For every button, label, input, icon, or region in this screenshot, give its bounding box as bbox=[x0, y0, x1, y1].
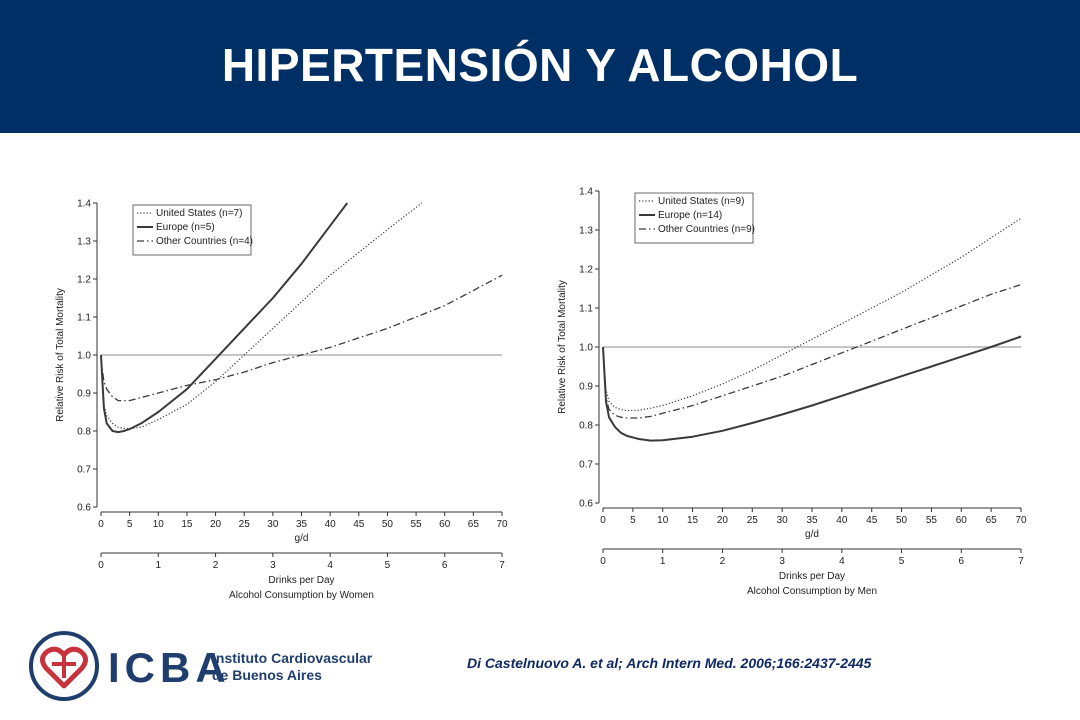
y-tick-label: 0.8 bbox=[77, 427, 91, 438]
y-tick-label: 0.6 bbox=[77, 503, 91, 514]
drinks-tick-label: 5 bbox=[385, 560, 391, 571]
drinks-tick-label: 4 bbox=[839, 556, 845, 567]
x-tick-label: 5 bbox=[630, 515, 636, 526]
y-tick-label: 1.0 bbox=[579, 343, 593, 354]
series-line bbox=[100, 202, 349, 434]
drinks-tick-label: 0 bbox=[98, 560, 104, 571]
y-tick-label: 1.2 bbox=[77, 275, 91, 286]
title-banner: HIPERTENSIÓN Y ALCOHOL bbox=[0, 0, 1080, 133]
legend-box bbox=[634, 192, 754, 244]
x-tick-label: 30 bbox=[777, 515, 789, 526]
series-line bbox=[602, 335, 1022, 442]
y-tick-label: 0.7 bbox=[579, 460, 593, 471]
x-tick-label: 45 bbox=[866, 515, 878, 526]
x-tick-label: 15 bbox=[687, 515, 699, 526]
legend-label: Europe (n=14) bbox=[658, 210, 722, 221]
icba-logo: ICBA Instituto Cardiovascular de Buenos … bbox=[28, 630, 388, 704]
x-tick-label: 20 bbox=[717, 515, 729, 526]
series-line bbox=[602, 217, 1022, 412]
x-tick-label: 40 bbox=[325, 519, 337, 530]
y-tick-label: 1.3 bbox=[77, 237, 91, 248]
x-tick-label: 60 bbox=[439, 519, 451, 530]
women-mortality-chart: 0.6 0.7 0.8 0.9 1.0 1.1 1.2 1.3 1.4 Relative Risk… bbox=[55, 199, 508, 602]
x-tick-label: 55 bbox=[926, 515, 938, 526]
x-tick-label: 10 bbox=[153, 519, 165, 530]
heart-emblem-icon bbox=[29, 631, 99, 701]
x-tick-label: 35 bbox=[296, 519, 308, 530]
x-axis-label: g/d bbox=[295, 533, 309, 544]
men-mortality-chart: 0.6 0.7 0.8 0.9 1.0 1.1 1.2 1.3 1.4 Relative Risk… bbox=[557, 187, 1027, 598]
x-tick-label: 65 bbox=[468, 519, 480, 530]
drinks-tick-label: 3 bbox=[270, 560, 276, 571]
x-tick-label: 15 bbox=[181, 519, 193, 530]
x-tick-label: 60 bbox=[956, 515, 968, 526]
x-tick-label: 0 bbox=[98, 519, 104, 530]
series-line bbox=[100, 274, 503, 402]
x-tick-label: 25 bbox=[239, 519, 251, 530]
x-tick-label: 50 bbox=[896, 515, 908, 526]
legend-label: Other Countries (n=4) bbox=[156, 236, 253, 247]
series-line bbox=[602, 283, 1022, 419]
y-tick-label: 0.9 bbox=[579, 382, 593, 393]
legend-label: Other Countries (n=9) bbox=[658, 224, 755, 235]
drinks-tick-label: 3 bbox=[779, 556, 785, 567]
drinks-tick-label: 6 bbox=[442, 560, 448, 571]
legend-box bbox=[132, 204, 252, 256]
x-axis-label: g/d bbox=[805, 529, 819, 540]
y-tick-label: 0.7 bbox=[77, 465, 91, 476]
drinks-tick-label: 7 bbox=[499, 560, 505, 571]
drinks-tick-label: 2 bbox=[213, 560, 219, 571]
x-tick-label: 45 bbox=[353, 519, 365, 530]
x-tick-label: 10 bbox=[657, 515, 669, 526]
legend-label: United States (n=9) bbox=[658, 196, 744, 207]
y-tick-label: 0.8 bbox=[579, 421, 593, 432]
x-tick-label: 55 bbox=[411, 519, 423, 530]
chart-caption: Alcohol Consumption by Men bbox=[747, 586, 877, 597]
x-tick-label: 0 bbox=[600, 515, 606, 526]
logo-name-line1: Instituto Cardiovascular bbox=[212, 650, 373, 666]
legend-label: Europe (n=5) bbox=[156, 222, 215, 233]
y-tick-label: 1.4 bbox=[579, 187, 593, 198]
y-tick-label: 0.6 bbox=[579, 499, 593, 510]
y-tick-label: 0.9 bbox=[77, 389, 91, 400]
drinks-axis-label: Drinks per Day bbox=[268, 575, 334, 586]
drinks-tick-label: 7 bbox=[1018, 556, 1024, 567]
drinks-tick-label: 6 bbox=[959, 556, 965, 567]
legend-label: United States (n=7) bbox=[156, 208, 242, 219]
y-tick-label: 1.0 bbox=[77, 351, 91, 362]
x-tick-label: 20 bbox=[210, 519, 222, 530]
x-tick-label: 65 bbox=[986, 515, 998, 526]
x-tick-label: 70 bbox=[1015, 515, 1027, 526]
y-axis-label: Relative Risk of Total Mortality bbox=[55, 288, 66, 422]
y-tick-label: 1.4 bbox=[77, 199, 91, 210]
x-tick-label: 35 bbox=[806, 515, 818, 526]
slide-title: HIPERTENSIÓN Y ALCOHOL bbox=[221, 39, 859, 91]
y-tick-label: 1.2 bbox=[579, 265, 593, 276]
drinks-tick-label: 2 bbox=[720, 556, 726, 567]
drinks-tick-label: 1 bbox=[660, 556, 666, 567]
logo-name-line2: de Buenos Aires bbox=[212, 667, 322, 683]
drinks-axis-label: Drinks per Day bbox=[779, 571, 845, 582]
drinks-tick-label: 5 bbox=[899, 556, 905, 567]
drinks-tick-label: 4 bbox=[327, 560, 333, 571]
x-tick-label: 50 bbox=[382, 519, 394, 530]
x-tick-label: 5 bbox=[127, 519, 133, 530]
x-tick-label: 40 bbox=[836, 515, 848, 526]
drinks-tick-label: 1 bbox=[156, 560, 162, 571]
y-tick-label: 1.1 bbox=[579, 304, 593, 315]
y-axis-label: Relative Risk of Total Mortality bbox=[557, 280, 568, 414]
logo-acronym: ICBA bbox=[108, 644, 231, 691]
y-tick-label: 1.1 bbox=[77, 313, 91, 324]
citation: Di Castelnuovo A. et al; Arch Intern Med… bbox=[467, 655, 872, 671]
x-tick-label: 25 bbox=[747, 515, 759, 526]
y-tick-label: 1.3 bbox=[579, 226, 593, 237]
x-tick-label: 30 bbox=[267, 519, 279, 530]
chart-caption: Alcohol Consumption by Women bbox=[229, 590, 374, 601]
drinks-tick-label: 0 bbox=[600, 556, 606, 567]
x-tick-label: 70 bbox=[496, 519, 508, 530]
